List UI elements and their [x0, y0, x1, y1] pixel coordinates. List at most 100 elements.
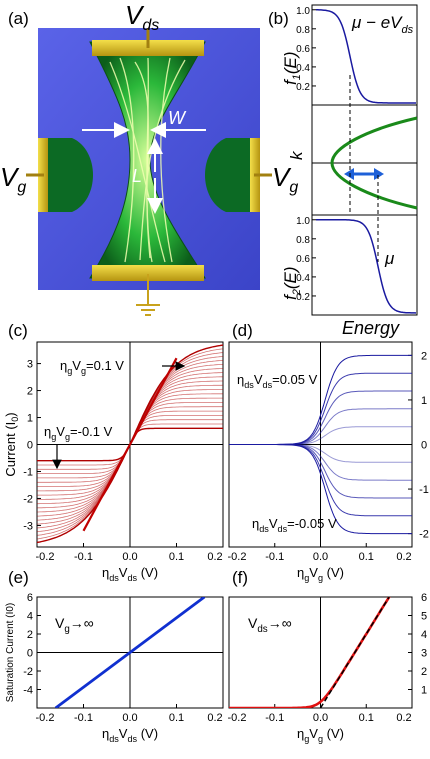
f2-tick-labels: 1.0 0.8 0.6 0.4 0.2	[296, 216, 316, 303]
y-tick-label: -1	[419, 484, 429, 496]
f-tick-label: 0.6	[296, 254, 310, 265]
annotation-top-part: =0.1 V	[86, 358, 124, 373]
y-tick-label: 3	[27, 359, 33, 371]
annotation-bottom: ηgVg=-0.1 V	[44, 424, 113, 442]
x-tick-label: -0.2	[36, 712, 55, 724]
f2-curve	[316, 218, 417, 314]
x-axis-label-part: (V)	[323, 726, 344, 741]
y-axis-label: Current (I0)	[3, 412, 20, 476]
source-pad	[92, 265, 204, 281]
y-tick-label: -3	[23, 520, 33, 532]
annotation-bottom-part: V	[269, 516, 278, 531]
x-tick-label: -0.2	[228, 712, 247, 724]
annotation-bottom-part: g	[65, 432, 70, 442]
annotation-top-part: g	[67, 366, 72, 376]
x-axis-label-part: V	[309, 726, 318, 741]
x-axis-label-part: V	[119, 726, 128, 741]
y-tick-label: 1	[421, 685, 427, 697]
x-tick-label: 0.2	[207, 551, 222, 563]
x-axis-label: ηgVg (V)	[297, 726, 344, 744]
x-axis-label-part: η	[297, 565, 304, 580]
x-axis-label-part: g	[318, 573, 323, 583]
y-tick-label: 2	[421, 666, 427, 678]
x-axis-label-part: ds	[127, 734, 137, 744]
energy-label: Energy	[342, 318, 400, 338]
annotation-bottom-part: ds	[259, 524, 269, 534]
annotation-part: ds	[257, 624, 267, 635]
y-tick-label: -4	[23, 685, 33, 697]
annotation-bottom-part: =-0.05 V	[287, 516, 337, 531]
mu-label: μ	[384, 249, 395, 268]
f-tick-label: 1.0	[296, 6, 310, 17]
x-tick-label: -0.1	[74, 712, 93, 724]
x-tick-label: -0.2	[228, 551, 247, 563]
x-tick-label: 0.1	[169, 551, 184, 563]
f-tick-label: 0.8	[296, 25, 310, 36]
x-tick-label: 0.1	[169, 712, 184, 724]
y-axis-label-part: 0	[10, 417, 20, 422]
annotation-bottom-part: g	[51, 432, 56, 442]
annotation-top: ηdsVds=0.05 V	[237, 372, 318, 390]
x-axis-label-part: (V)	[137, 565, 158, 580]
mu-minus-label: μ − eVds	[351, 13, 414, 36]
left-gate	[38, 138, 93, 212]
x-tick-label: 0.0	[122, 712, 137, 724]
l-label: L	[132, 166, 142, 186]
dispersion-curve	[330, 116, 418, 210]
f-tick-label: 0.8	[296, 235, 310, 246]
annotation-top-part: ds	[244, 380, 254, 390]
y-tick-label: 3	[421, 648, 427, 660]
annotation-bottom: ηdsVds=-0.05 V	[252, 516, 337, 534]
y-axis-label-part: )	[3, 412, 18, 416]
x-tick-label: -0.1	[74, 551, 93, 563]
f1-label: f1(E)	[281, 51, 303, 85]
x-tick-label: 0.2	[207, 712, 222, 724]
x-axis-label-part: V	[309, 565, 318, 580]
x-tick-label: 0.0	[313, 712, 328, 724]
current-curves	[229, 354, 412, 535]
y-tick-label: 6	[27, 592, 33, 604]
annotation-part: V	[55, 615, 65, 631]
x-axis-label: ηdsVds (V)	[102, 565, 158, 583]
f1-curve	[316, 9, 416, 104]
f-tick-label: 0.6	[296, 44, 310, 55]
vds-label: Vds	[125, 0, 159, 34]
y-tick-label: 4	[421, 629, 427, 641]
x-axis-label-part: ds	[109, 734, 119, 744]
x-tick-label: 0.2	[396, 712, 411, 724]
panel-label-e: (e)	[8, 568, 29, 587]
x-axis-label-part: (V)	[323, 565, 344, 580]
saturation-line	[54, 597, 206, 708]
panel-label-c: (c)	[8, 321, 28, 340]
k-label: k	[287, 150, 306, 160]
x-tick-label: 0.2	[396, 551, 411, 563]
annotation-part: →∞	[268, 615, 292, 631]
x-tick-label: 0.0	[122, 551, 137, 563]
y-axis-label: Saturation Current (I0)	[5, 603, 16, 703]
x-axis-label-part: η	[297, 726, 304, 741]
panel-b-energy: (b) 1.0 0.8 0.6 0.4 0.2 μ − eVds f1(E) k 1.0…	[268, 4, 418, 338]
x-axis-label: ηdsVds (V)	[102, 726, 158, 744]
f-tick-label: 1.0	[296, 216, 310, 227]
k-arrow-head-left	[344, 168, 354, 180]
panel-label-b: (b)	[268, 9, 289, 28]
f-tick-label: 0.4	[296, 273, 310, 284]
f-tick-label: 0.4	[296, 63, 310, 74]
panel-label-f: (f)	[232, 568, 248, 587]
x-tick-label: 0.1	[359, 712, 374, 724]
annotation-top-part: g	[81, 366, 86, 376]
w-label: W	[168, 108, 187, 128]
annotation-part: V	[248, 615, 258, 631]
y-tick-label: 2	[421, 350, 427, 362]
y-tick-label: -2	[419, 529, 429, 541]
annotation-top-part: ds	[263, 380, 273, 390]
linear-region-line	[82, 357, 178, 532]
x-axis-label-part: ds	[109, 573, 119, 583]
x-axis-label-part: η	[102, 565, 109, 580]
f-tick-label: 0.2	[296, 82, 310, 93]
vg-right-label: Vg	[272, 162, 298, 196]
y-tick-label: 2	[27, 629, 33, 641]
